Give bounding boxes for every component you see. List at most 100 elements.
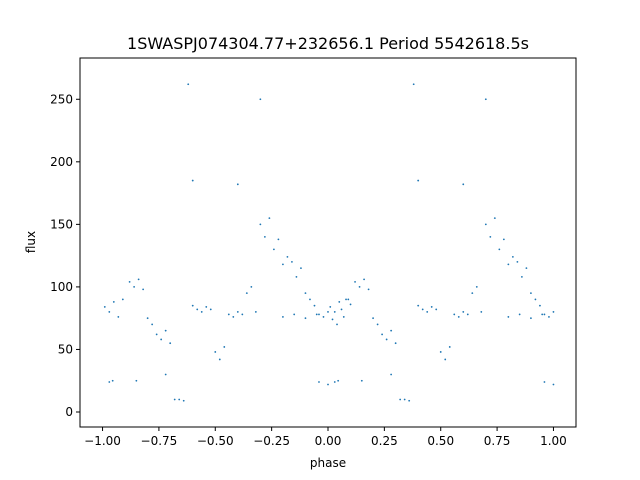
data-point — [435, 308, 438, 311]
data-point — [345, 298, 347, 301]
data-point — [111, 379, 114, 382]
data-point — [182, 399, 185, 402]
data-point — [121, 298, 124, 301]
data-point — [466, 313, 469, 316]
data-point — [205, 306, 208, 308]
data-point — [394, 342, 397, 345]
data-point — [403, 398, 406, 401]
x-tick-label: 0.25 — [371, 434, 398, 448]
data-point — [133, 286, 136, 288]
data-point — [520, 275, 523, 278]
data-point — [164, 373, 167, 376]
data-point — [200, 311, 203, 313]
data-point — [354, 281, 356, 283]
data-point — [372, 317, 374, 320]
data-point — [493, 217, 496, 220]
data-point — [241, 313, 244, 316]
data-point — [259, 223, 262, 226]
data-point — [160, 338, 163, 341]
data-point — [358, 286, 361, 288]
data-point — [541, 313, 544, 316]
data-point — [191, 304, 194, 307]
data-point — [333, 381, 336, 383]
data-point — [263, 235, 266, 238]
data-point — [313, 304, 316, 307]
y-tick-label: 50 — [58, 342, 73, 356]
data-point — [282, 263, 284, 266]
data-point — [367, 288, 370, 291]
data-point — [448, 346, 451, 348]
data-point — [304, 317, 307, 320]
data-point — [236, 183, 239, 186]
data-point — [209, 308, 212, 311]
data-point — [363, 278, 365, 281]
data-point — [318, 313, 320, 316]
x-tick-label: 0.75 — [484, 434, 511, 448]
data-point — [173, 398, 176, 401]
data-point — [250, 286, 253, 288]
data-point — [349, 303, 352, 306]
data-point — [408, 399, 411, 402]
data-point — [543, 313, 546, 316]
data-point — [534, 298, 537, 301]
data-point — [498, 248, 501, 251]
data-point — [539, 304, 541, 307]
data-point — [155, 333, 158, 336]
y-tick-label: 0 — [65, 405, 73, 419]
data-point — [511, 255, 514, 258]
data-point — [333, 311, 336, 313]
data-point — [507, 263, 510, 266]
x-tick-label: −0.25 — [253, 434, 290, 448]
data-point — [268, 217, 271, 220]
data-point — [417, 304, 420, 307]
data-point — [471, 292, 474, 295]
x-tick-label: 0.00 — [315, 434, 342, 448]
data-point — [286, 255, 289, 258]
y-tick-label: 100 — [50, 280, 73, 294]
data-point — [347, 298, 350, 301]
data-point — [340, 308, 343, 311]
data-points — [103, 83, 555, 402]
data-point — [475, 286, 478, 288]
data-point — [530, 292, 532, 295]
y-axis: 0 50 100 150 200 250 — [50, 92, 80, 419]
data-point — [331, 318, 334, 321]
data-point — [462, 311, 465, 313]
data-point — [322, 316, 325, 318]
data-point — [178, 398, 181, 401]
data-point — [191, 179, 194, 182]
data-point — [548, 316, 550, 318]
data-point — [108, 311, 111, 313]
data-point — [484, 98, 487, 101]
y-axis-label: flux — [24, 231, 38, 253]
data-point — [390, 373, 393, 376]
data-point — [484, 223, 487, 226]
data-point — [385, 338, 388, 341]
data-point — [543, 381, 546, 383]
data-point — [426, 311, 429, 313]
data-point — [259, 98, 262, 101]
data-point — [196, 308, 199, 311]
data-point — [254, 311, 257, 313]
x-axis-label: phase — [310, 456, 346, 470]
x-axis: −1.00 −0.75 −0.50 −0.25 0.00 0.25 0.50 0.75 1.00 — [84, 427, 567, 448]
data-point — [187, 83, 190, 86]
data-point — [462, 183, 465, 186]
data-point — [151, 323, 154, 326]
x-tick-label: −0.50 — [197, 434, 234, 448]
x-tick-label: −1.00 — [84, 434, 121, 448]
data-point — [552, 311, 555, 313]
data-point — [164, 329, 167, 332]
data-point — [277, 238, 280, 241]
chart-title: 1SWASPJ074304.77+232656.1 Period 5542618… — [127, 34, 529, 53]
data-point — [502, 238, 505, 241]
data-point — [421, 308, 424, 311]
data-point — [135, 379, 138, 382]
data-point — [453, 313, 456, 316]
data-point — [480, 311, 483, 313]
data-point — [327, 311, 329, 313]
data-point — [300, 267, 302, 270]
data-point — [381, 333, 384, 336]
data-point — [376, 323, 379, 326]
